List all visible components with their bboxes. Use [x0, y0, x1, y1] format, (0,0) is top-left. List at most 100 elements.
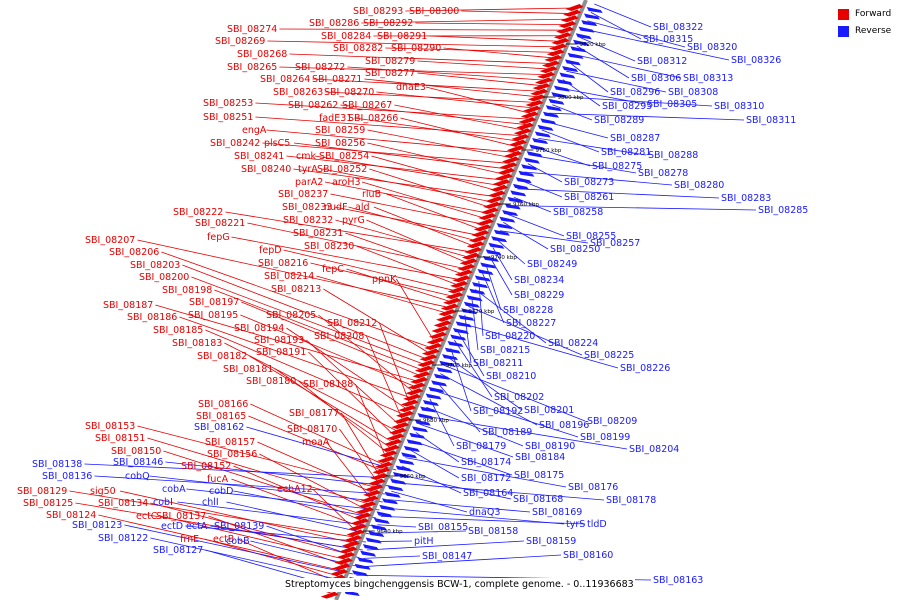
reverse-gene-feature — [543, 111, 559, 118]
reverse-gene-feature — [447, 341, 464, 348]
reverse-gene-feature — [409, 432, 426, 439]
reverse-gene-label-46: SBI_08199 — [580, 432, 630, 443]
forward-leader-84 — [326, 441, 371, 499]
reverse-gene-feature — [450, 334, 467, 341]
forward-leader-2 — [361, 18, 571, 24]
reverse-leader-19 — [527, 163, 563, 183]
forward-leader-57 — [161, 251, 433, 349]
forward-leader-51 — [283, 249, 457, 292]
forward-gene-feature — [407, 382, 426, 390]
forward-gene-label-96: SBI_08137 — [156, 511, 206, 522]
reverse-gene-feature — [551, 92, 568, 99]
forward-gene-feature — [353, 512, 372, 520]
reverse-gene-label-53: SBI_08172 — [461, 473, 511, 484]
reverse-gene-feature — [499, 216, 516, 223]
reverse-gene-feature — [526, 151, 543, 158]
forward-leader-87 — [163, 450, 364, 516]
forward-gene-feature — [537, 71, 556, 79]
forward-leader-37 — [324, 181, 490, 214]
reverse-gene-label-40: SBI_08202 — [494, 392, 544, 403]
forward-gene-label-36: SBI_08252 — [317, 164, 367, 175]
reverse-gene-label-4: SBI_08312 — [637, 56, 687, 67]
forward-gene-label-77: SBI_08188 — [303, 379, 353, 390]
forward-gene-feature — [487, 190, 506, 198]
forward-gene-feature — [396, 410, 414, 418]
forward-gene-feature — [549, 43, 568, 51]
reverse-gene-feature — [412, 426, 428, 433]
forward-gene-feature — [504, 150, 523, 158]
reverse-gene-feature — [458, 314, 475, 321]
forward-leader-80 — [341, 412, 381, 477]
forward-gene-feature — [509, 139, 527, 147]
reverse-leader-66 — [363, 555, 421, 559]
forward-gene-label-45: SBI_08232 — [283, 215, 333, 226]
legend-forward-label: Forward — [855, 9, 892, 19]
forward-gene-label-93: SBI_08125 — [23, 498, 73, 509]
reverse-gene-label-59: SBI_08169 — [532, 507, 582, 518]
genome-axis-line — [334, 0, 588, 600]
forward-leader-73 — [308, 351, 397, 438]
forward-gene-feature — [520, 111, 539, 119]
reverse-gene-label-28: SBI_08249 — [527, 259, 577, 270]
reverse-gene-feature — [452, 327, 469, 334]
forward-leader-26 — [266, 129, 515, 153]
reverse-gene-feature — [379, 504, 396, 511]
reverse-gene-feature — [373, 517, 390, 524]
reverse-gene-label-19: SBI_08273 — [564, 177, 614, 188]
forward-gene-feature — [348, 523, 367, 531]
forward-leader-18 — [376, 91, 534, 109]
forward-gene-feature — [546, 49, 565, 57]
reverse-gene-feature — [376, 511, 393, 518]
forward-gene-label-88: SBI_08152 — [181, 461, 231, 472]
reverse-gene-label-35: SBI_08215 — [480, 345, 530, 356]
reverse-leader-7 — [569, 62, 609, 93]
forward-gene-feature — [363, 489, 382, 497]
reverse-gene-feature — [477, 269, 494, 275]
forward-gene-feature — [541, 60, 560, 68]
reverse-gene-label-49: SBI_08204 — [629, 444, 679, 455]
reverse-leader-38 — [461, 322, 619, 369]
forward-leader-97 — [98, 514, 341, 571]
reverse-leader-83 — [150, 537, 350, 583]
reverse-leader-46 — [433, 390, 579, 438]
reverse-gene-feature — [420, 406, 437, 413]
scale-label-9: 9640 kbp — [377, 529, 403, 535]
forward-gene-feature — [527, 94, 546, 102]
forward-gene-label-34: SBI_08240 — [241, 164, 291, 175]
reverse-gene-feature — [431, 380, 448, 387]
reverse-leader-48 — [426, 406, 524, 447]
forward-gene-label-66: SBI_08186 — [127, 312, 177, 323]
forward-gene-label-97: SBI_08124 — [46, 510, 96, 521]
forward-gene-label-80: SBI_08177 — [289, 408, 339, 419]
reverse-gene-label-21: SBI_08261 — [564, 192, 614, 203]
reverse-gene-label-63: SBI_08158 — [468, 526, 518, 537]
forward-gene-feature — [341, 540, 360, 548]
reverse-gene-label-10: SBI_08305 — [647, 99, 697, 110]
reverse-gene-feature — [381, 498, 398, 505]
forward-gene-feature — [438, 309, 457, 317]
scale-label-5: 9720 kbp — [468, 309, 494, 315]
forward-gene-feature — [358, 501, 377, 509]
reverse-gene-label-25: SBI_08255 — [566, 231, 616, 242]
forward-gene-feature — [459, 258, 478, 266]
reverse-gene-label-5: SBI_08306 — [631, 73, 681, 84]
forward-leader-30 — [367, 142, 506, 175]
forward-gene-label-98: frnE — [180, 534, 199, 545]
reverse-leader-13 — [548, 112, 745, 121]
forward-gene-feature — [426, 337, 445, 345]
reverse-gene-label-36: SBI_08225 — [584, 350, 634, 361]
reverse-gene-label-9: SBI_08295 — [602, 101, 652, 112]
forward-leader-42 — [348, 206, 478, 242]
reverse-gene-feature — [444, 347, 461, 354]
reverse-leader-22 — [517, 188, 720, 199]
reverse-gene-label-17: SBI_08275 — [592, 161, 642, 172]
reverse-leader-70 — [84, 463, 393, 479]
forward-leader-4 — [279, 28, 566, 31]
forward-gene-label-31: SBI_08241 — [234, 151, 284, 162]
reverse-gene-label-73: cobQ — [125, 471, 150, 482]
reverse-leader-33 — [478, 281, 484, 337]
forward-leader-98 — [204, 538, 339, 577]
forward-gene-label-48: SBI_08231 — [293, 228, 343, 239]
reverse-gene-feature — [491, 236, 508, 243]
reverse-gene-label-26: SBI_08250 — [550, 244, 600, 255]
